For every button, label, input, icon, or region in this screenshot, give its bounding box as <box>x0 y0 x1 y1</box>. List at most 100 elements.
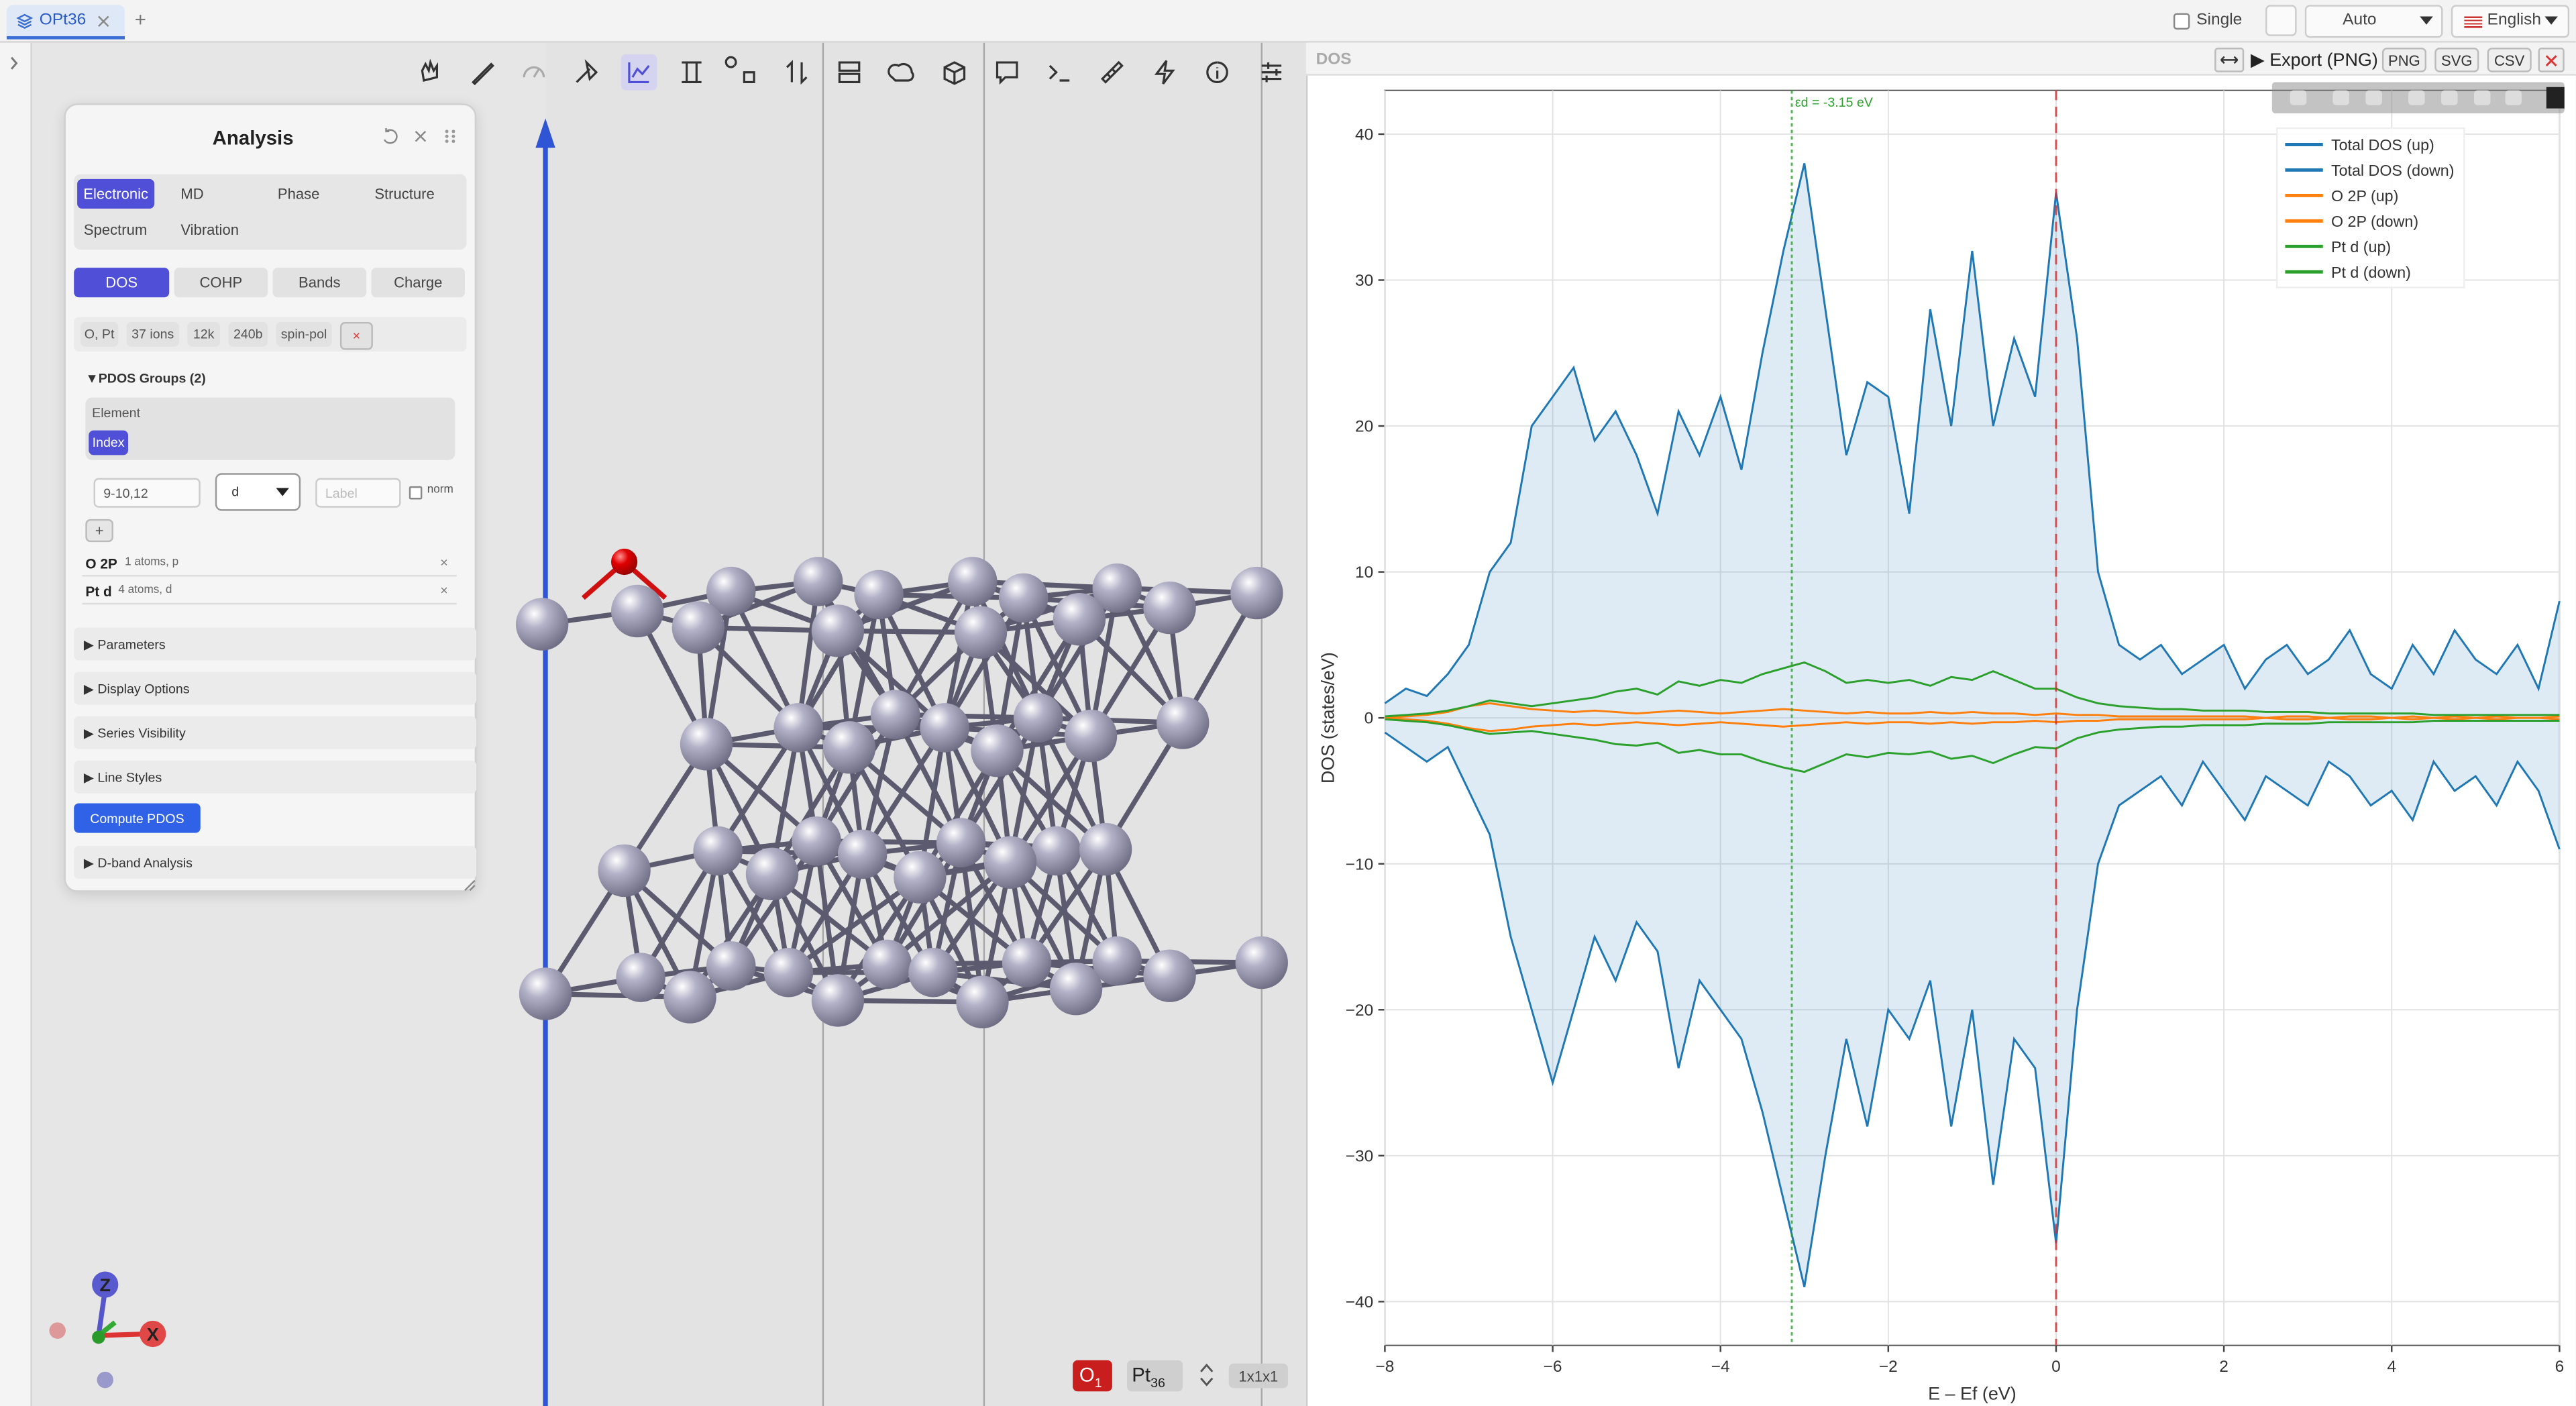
legend-label[interactable]: Pt d (down) <box>2331 264 2411 281</box>
pt-atom <box>515 598 569 651</box>
layout-toggle[interactable] <box>2265 5 2297 36</box>
section-header[interactable]: ▶ Series Visibility <box>74 716 477 749</box>
label-input[interactable]: Label <box>315 478 401 508</box>
x-tick-label: −2 <box>1879 1358 1898 1376</box>
modebar-button[interactable] <box>2290 90 2307 105</box>
tool-active-bg <box>621 54 657 91</box>
tool-button[interactable] <box>421 58 438 82</box>
theme-select[interactable] <box>2304 5 2443 38</box>
tool-button[interactable] <box>943 61 966 85</box>
modebar-button[interactable] <box>2505 90 2522 105</box>
category-tab[interactable]: Vibration <box>180 221 239 239</box>
export-format[interactable]: CSV <box>2487 48 2532 72</box>
pt-atom <box>616 953 665 1002</box>
pt-atom <box>763 948 814 997</box>
subtab[interactable]: COHP <box>174 268 268 298</box>
series-line <box>1385 716 2560 733</box>
tool-button[interactable] <box>682 61 702 84</box>
tool-button[interactable] <box>1206 61 1228 83</box>
pt-atom <box>854 570 904 620</box>
export-menu[interactable]: ▶ Export (PNG) <box>2250 50 2378 71</box>
pt-atom <box>1092 936 1142 986</box>
category-tab[interactable]: Phase <box>277 185 320 203</box>
new-tab[interactable]: + <box>134 8 146 32</box>
norm-label: norm <box>427 484 453 496</box>
subtab[interactable]: Bands <box>272 268 367 298</box>
tool-button[interactable] <box>1100 60 1124 84</box>
close-icon <box>2545 55 2557 66</box>
tool-button[interactable] <box>786 60 808 85</box>
tool-button[interactable] <box>472 62 494 86</box>
mode-label: Element <box>92 405 141 421</box>
formula-badge[interactable]: O1 <box>1073 1360 1112 1392</box>
subtab[interactable]: Charge <box>371 268 466 298</box>
modebar-button[interactable] <box>2441 90 2458 105</box>
pt-atom <box>706 941 756 991</box>
pt-atom <box>936 818 986 868</box>
tool-button[interactable] <box>1049 64 1070 82</box>
sidebar-toggle[interactable] <box>11 56 18 70</box>
x-tick-label: −4 <box>1711 1358 1730 1376</box>
flag <box>2464 16 2483 28</box>
modebar-button[interactable] <box>2365 90 2382 105</box>
structure-viewer[interactable]: Z X <box>0 0 1306 1406</box>
gizmo-neg-y <box>97 1371 113 1389</box>
selection-input[interactable]: 9-10,12 <box>93 478 201 508</box>
single-label: Single <box>2196 11 2243 30</box>
formula-badge[interactable]: Pt36 <box>1126 1360 1183 1392</box>
norm-checkbox[interactable] <box>409 486 423 500</box>
category-tab[interactable]: MD <box>180 185 204 203</box>
tool-button[interactable] <box>1154 60 1175 85</box>
modebar-button[interactable] <box>2332 90 2349 105</box>
tool-button[interactable] <box>628 62 650 84</box>
viewer-toolbar <box>421 54 1282 91</box>
tool-button[interactable] <box>838 61 861 84</box>
remove-group[interactable]: × <box>440 555 448 570</box>
tool-button[interactable] <box>1261 62 1282 83</box>
supercell[interactable]: 1x1x1 <box>1228 1363 1288 1389</box>
single-checkbox[interactable] <box>2173 13 2190 30</box>
legend-label[interactable]: O 2P (down) <box>2331 213 2418 230</box>
tool-icon <box>472 62 494 86</box>
tab-icon <box>16 13 33 30</box>
add-group[interactable]: + <box>85 519 113 543</box>
export-format[interactable]: SVG <box>2434 48 2479 72</box>
tool-button[interactable] <box>523 66 545 78</box>
legend-label[interactable]: Total DOS (down) <box>2331 162 2454 179</box>
legend-label[interactable]: Pt d (up) <box>2331 238 2391 256</box>
section-header[interactable]: ▶ Display Options <box>74 671 477 705</box>
pdos-groups-header[interactable]: ▼PDOS Groups (2) <box>85 371 206 386</box>
y-tick-label: −10 <box>1346 855 1374 873</box>
category-tab[interactable]: Spectrum <box>83 221 148 239</box>
pt-atom <box>1049 963 1103 1016</box>
panel-controls[interactable] <box>380 127 462 146</box>
section-header[interactable]: ▶ Line Styles <box>74 760 477 794</box>
tool-button[interactable] <box>724 56 755 84</box>
export-format[interactable]: PNG <box>2381 48 2427 72</box>
remove-group[interactable]: × <box>440 583 448 598</box>
bond <box>729 839 819 968</box>
orbital-select[interactable]: d <box>215 473 301 511</box>
section-header[interactable]: ▶ Parameters <box>74 627 477 661</box>
subtab[interactable]: DOS <box>74 268 170 298</box>
compute-button[interactable]: Compute PDOS <box>74 803 201 833</box>
tab-close[interactable] <box>97 15 110 28</box>
y-tick-label: −30 <box>1346 1147 1374 1165</box>
category-tab[interactable]: Electronic <box>77 178 155 209</box>
tool-button[interactable] <box>996 61 1018 85</box>
category-tab[interactable]: Structure <box>374 185 435 203</box>
section-header[interactable]: ▶ D-band Analysis <box>74 846 477 879</box>
tool-button[interactable] <box>576 59 598 83</box>
modebar-button[interactable] <box>2474 90 2491 105</box>
legend-label[interactable]: Total DOS (up) <box>2331 136 2434 154</box>
modebar-button[interactable] <box>2408 90 2425 105</box>
tool-icon <box>1100 60 1124 84</box>
resize-handle[interactable] <box>464 879 477 892</box>
tool-button[interactable] <box>888 62 914 82</box>
pt-atom <box>870 690 920 740</box>
mode-chip[interactable]: Index <box>89 430 129 455</box>
legend-label[interactable]: O 2P (up) <box>2331 187 2398 205</box>
group-name: Pt d <box>85 583 112 600</box>
clear-button[interactable]: × <box>339 321 373 350</box>
sort-toggle[interactable] <box>1199 1363 1214 1387</box>
